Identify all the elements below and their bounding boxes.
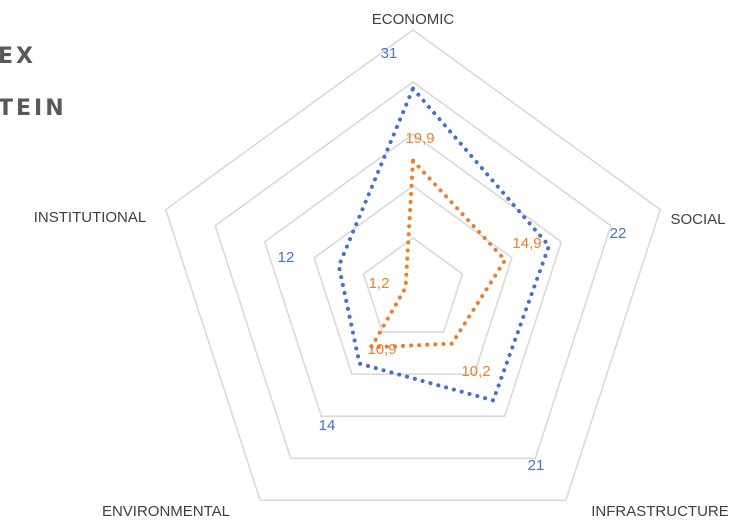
series-2-label-institutional: 1,2 [369,275,390,292]
series-2-label-infrastructure: 10,2 [461,363,490,380]
series-2-label-social: 14,9 [512,235,541,252]
grid-ring-2 [313,185,513,375]
series-1-label-social: 22 [610,225,627,242]
axis-label-infrastructure: INFRASTRUCTURE [591,503,729,520]
series-1-label-economic: 31 [381,45,398,62]
grid-ring-3 [263,133,563,418]
title-fragment-line2: TEIN [0,96,67,121]
grid-ring-1 [362,237,464,333]
axis-label-institutional: INSTITUTIONAL [34,209,147,226]
series-2-line [369,158,508,350]
grid-ring-4 [214,81,612,460]
series-1-label-infrastructure: 21 [528,457,545,474]
grid-ring-5 [164,29,662,502]
series-2-label-economic: 19,9 [405,130,434,147]
axis-label-economic: ECONOMIC [372,11,455,28]
title-fragment-line1: EX [0,44,36,69]
axis-label-environmental: ENVIRONMENTAL [102,503,230,520]
axis-label-social: SOCIAL [670,211,725,228]
series-2-label-environmental: 10,9 [367,341,396,358]
series-1-label-institutional: 12 [278,249,295,266]
series-1-label-environmental: 14 [319,417,336,434]
